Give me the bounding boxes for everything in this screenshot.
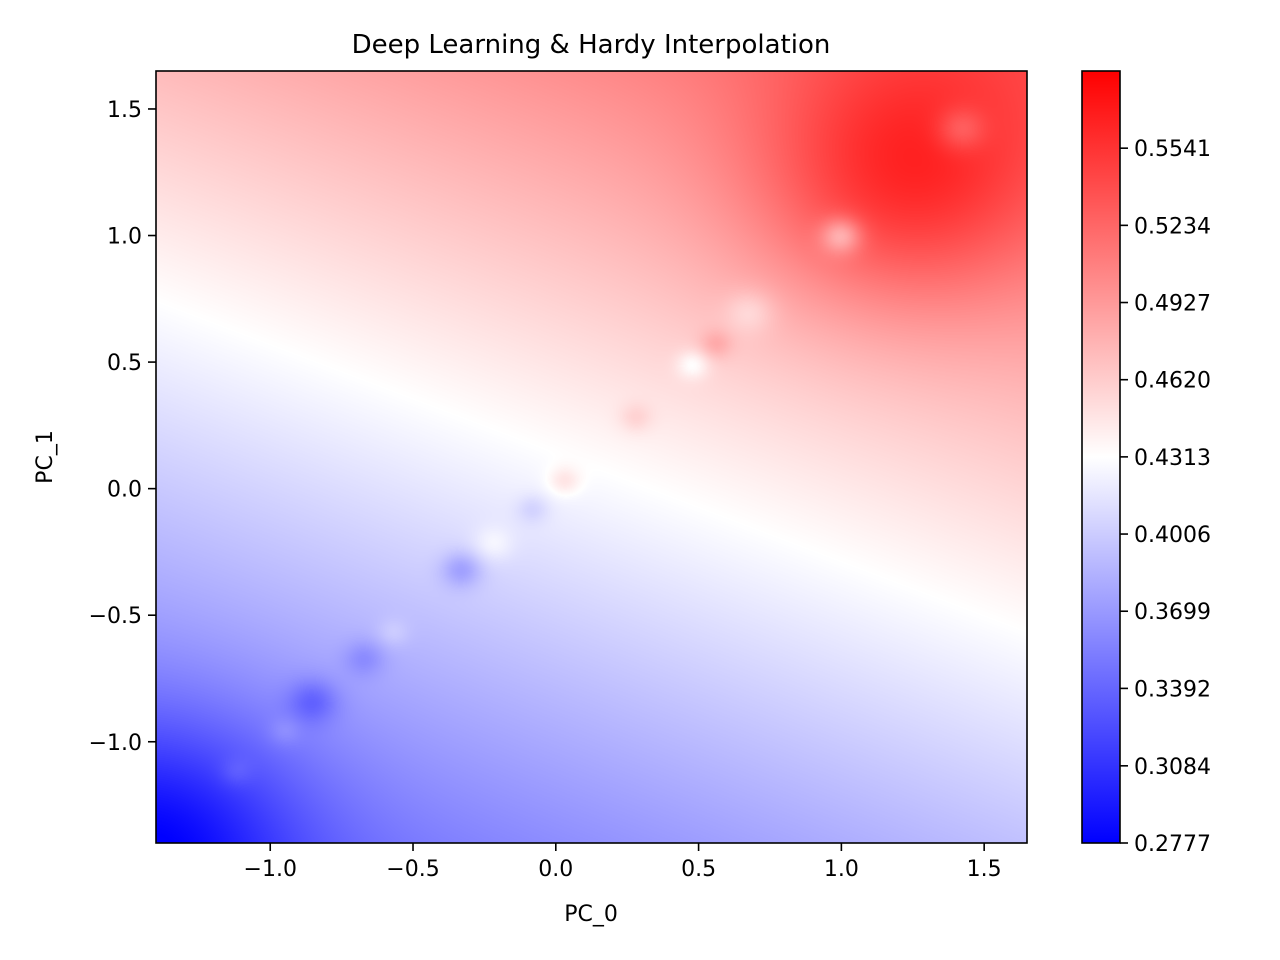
colorbar: [1081, 70, 1121, 844]
colorbar-tick-label: 0.3699: [1134, 600, 1211, 625]
colorbar-tick-label: 0.4006: [1134, 523, 1211, 548]
x-tick-label: 0.0: [538, 857, 573, 882]
y-axis: −1.0 −0.5 0.0 0.5 1.0 1.5: [89, 98, 156, 756]
y-tick-label: 0.0: [107, 478, 142, 503]
colorbar-tick-label: 0.5234: [1134, 214, 1211, 239]
heatmap-canvas-wrap: [156, 71, 1027, 843]
x-tick-label: 0.5: [681, 857, 716, 882]
colorbar-ticks: 0.2777 0.3084 0.3392 0.3699 0.4006 0.4313 0.46…: [1120, 137, 1211, 857]
y-tick-label: 1.0: [107, 225, 142, 250]
plot-frame: [155, 70, 1028, 844]
x-axis: −1.0 −0.5 0.0 0.5 1.0 1.5: [244, 843, 1002, 882]
y-tick-label: −1.0: [89, 731, 142, 756]
heatmap-field: [156, 71, 1027, 843]
x-axis-label: PC_0: [564, 902, 618, 927]
x-tick-label: −0.5: [386, 857, 439, 882]
y-tick-label: −0.5: [89, 604, 142, 629]
colorbar-tick-label: 0.4313: [1134, 446, 1211, 471]
y-tick-label: 1.5: [107, 98, 142, 123]
x-tick-label: −1.0: [244, 857, 297, 882]
x-tick-label: 1.0: [824, 857, 859, 882]
y-tick-label: 0.5: [107, 351, 142, 376]
x-tick-label: 1.5: [967, 857, 1002, 882]
colorbar-tick-label: 0.3084: [1134, 755, 1211, 780]
y-axis-label: PC_1: [33, 430, 58, 484]
colorbar-tick-label: 0.4620: [1134, 369, 1211, 394]
chart-title: Deep Learning & Hardy Interpolation: [352, 30, 831, 60]
colorbar-tick-label: 0.4927: [1134, 292, 1211, 317]
colorbar-tick-label: 0.3392: [1134, 677, 1211, 702]
colorbar-tick-label: 0.5541: [1134, 137, 1211, 162]
colorbar-tick-label: 0.2777: [1134, 832, 1211, 857]
